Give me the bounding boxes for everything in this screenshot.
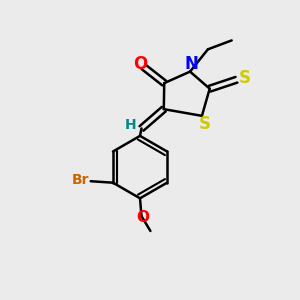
Text: Br: Br [71, 173, 89, 187]
Text: H: H [124, 118, 136, 132]
Text: S: S [199, 115, 211, 133]
Text: O: O [136, 210, 149, 225]
Text: S: S [239, 69, 251, 87]
Text: O: O [133, 56, 147, 74]
Text: N: N [184, 55, 199, 73]
